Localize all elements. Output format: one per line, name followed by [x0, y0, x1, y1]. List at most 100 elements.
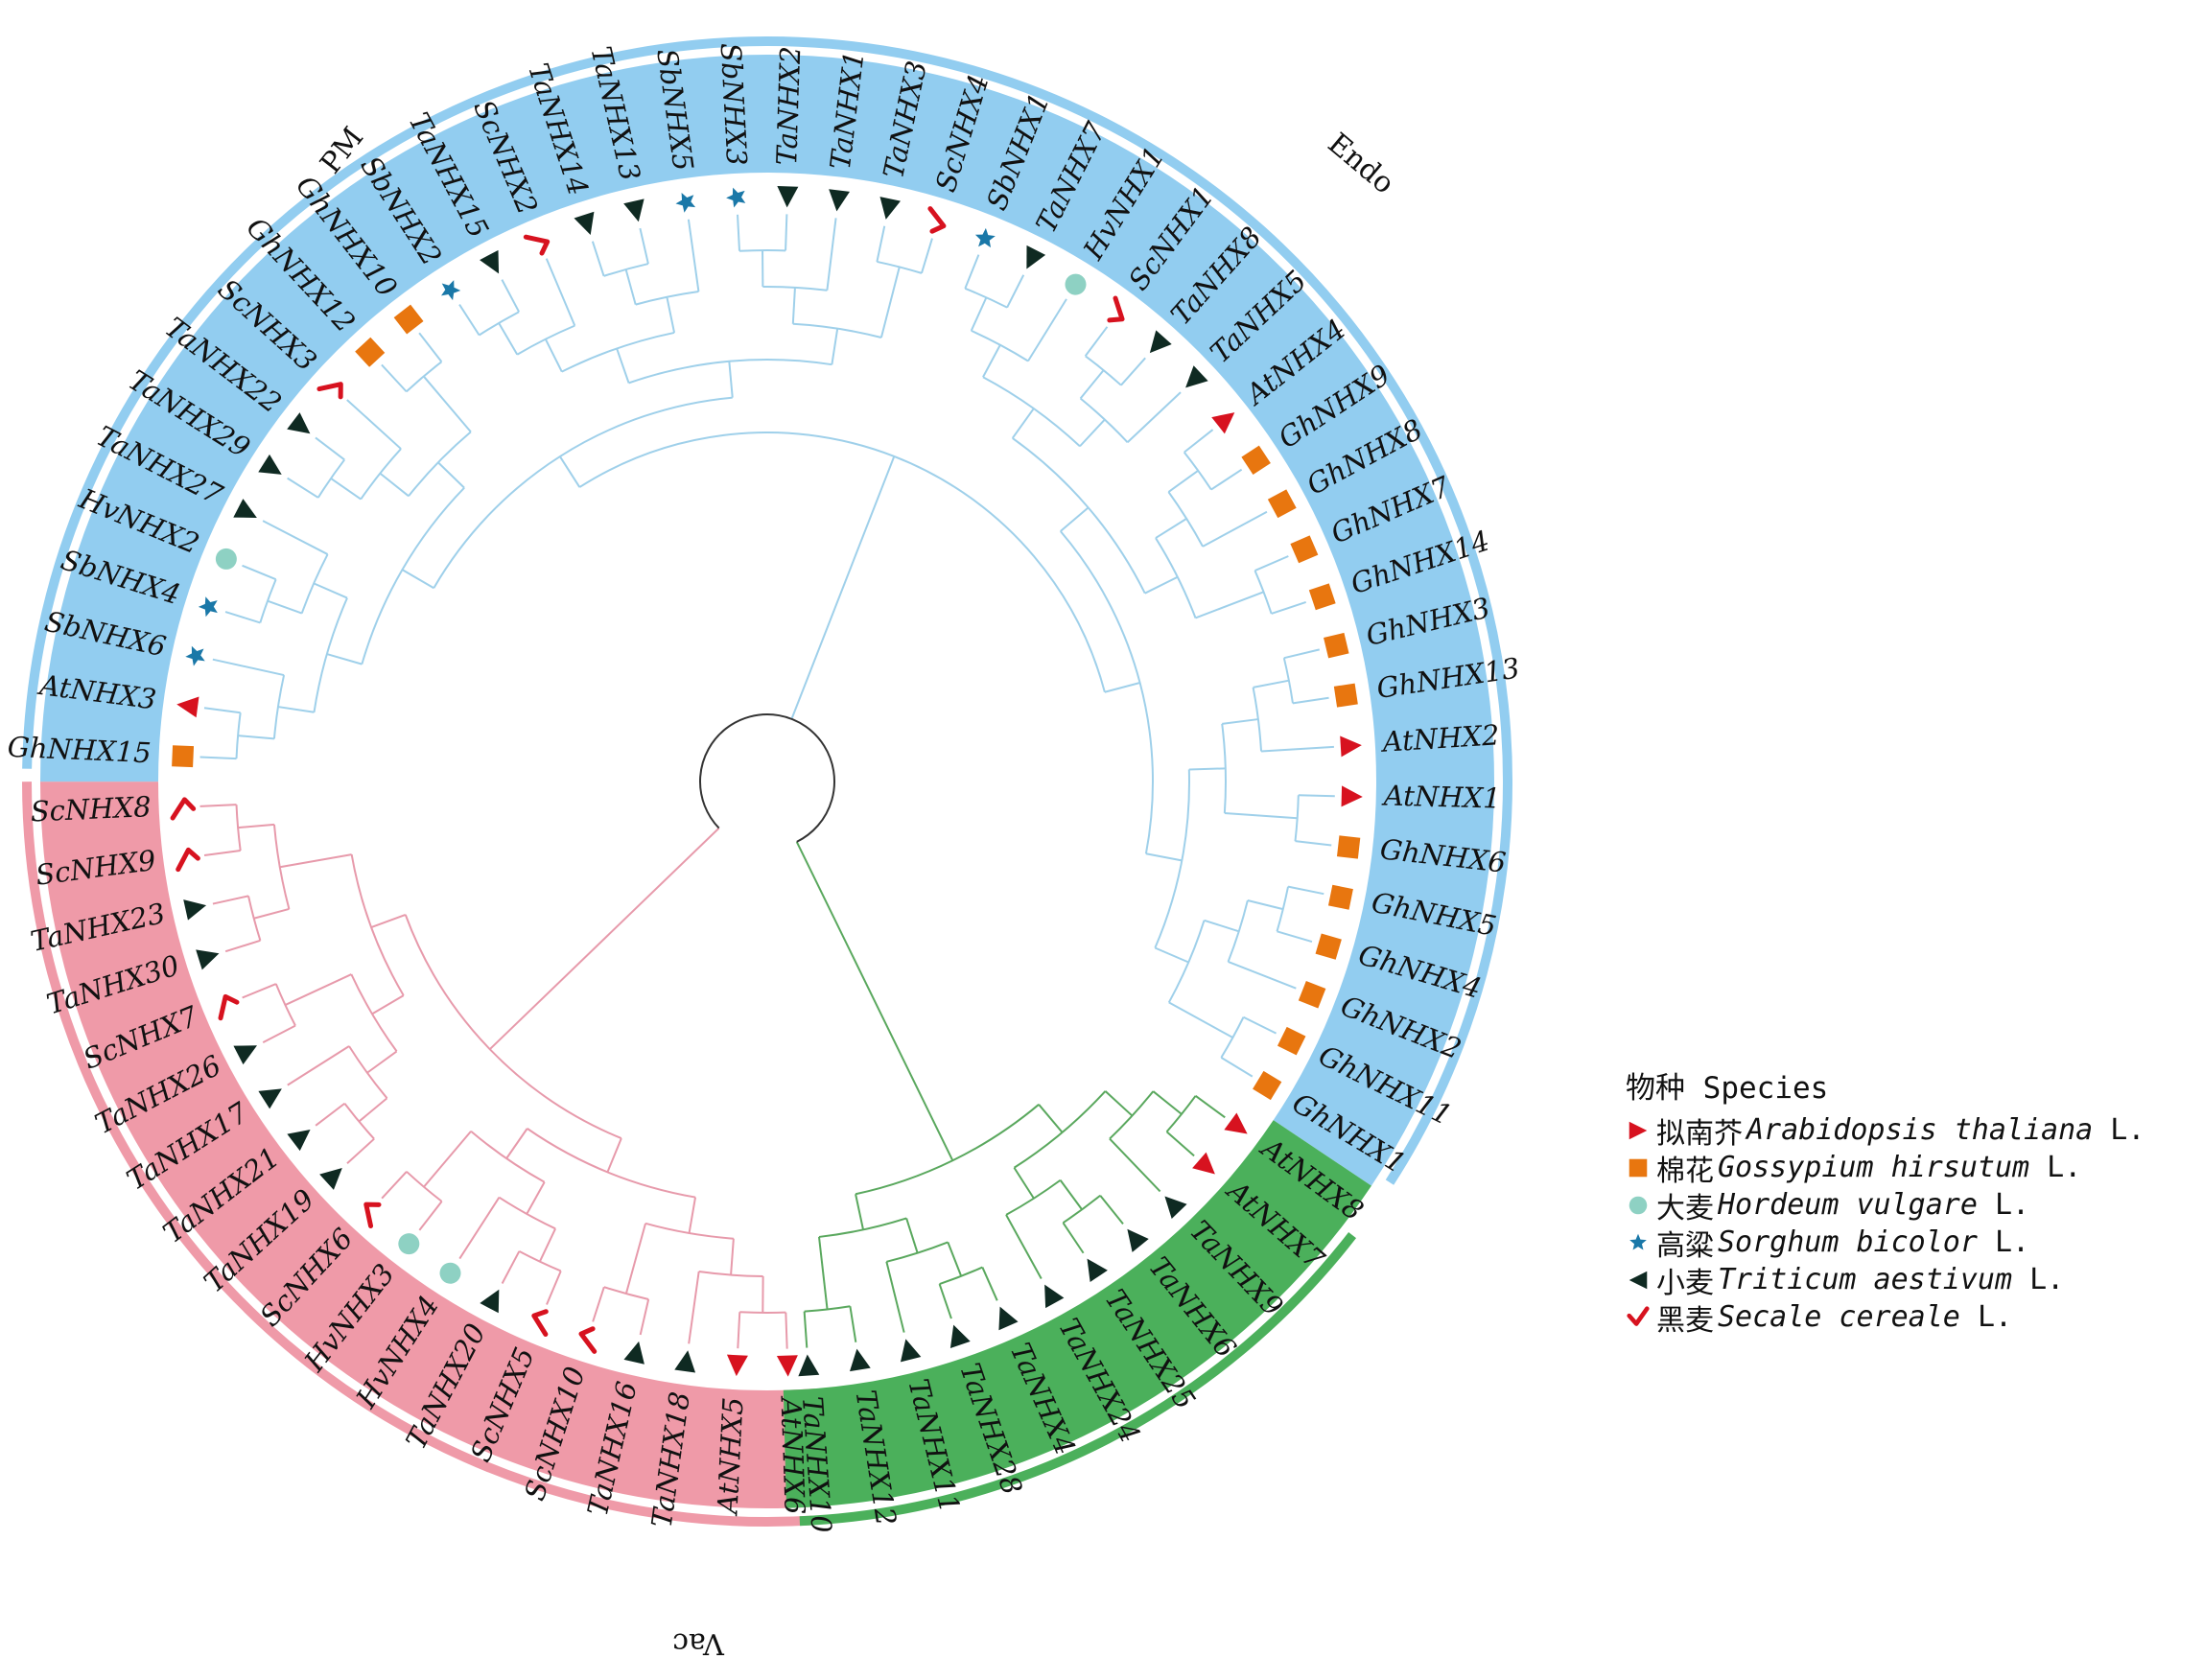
branch-arc — [1254, 570, 1273, 615]
branch — [379, 472, 410, 498]
branch — [885, 1261, 905, 1333]
branch — [203, 707, 241, 714]
branch-arc — [406, 361, 443, 393]
branch — [505, 1128, 528, 1159]
triangle-left-marker — [233, 1045, 258, 1065]
square-icon — [1629, 1158, 1648, 1177]
branch — [1228, 961, 1297, 990]
legend-authority: L. — [2029, 1263, 2065, 1296]
branch — [1165, 1131, 1195, 1157]
check-marker — [176, 847, 200, 873]
check-marker — [1107, 295, 1125, 323]
branch — [1222, 718, 1259, 725]
branch — [947, 1242, 963, 1277]
branch — [1084, 326, 1109, 357]
square-marker — [1253, 1070, 1282, 1101]
branch — [785, 1312, 788, 1349]
tip-label: AtNHX5 — [711, 1396, 749, 1517]
check-marker — [170, 797, 197, 821]
species-markers — [170, 185, 1363, 1377]
circle-marker — [439, 1262, 461, 1284]
square-marker — [1267, 489, 1297, 519]
branch-arc — [762, 286, 828, 292]
branch — [346, 399, 402, 450]
check-marker — [218, 993, 240, 1021]
circle-marker — [1629, 1196, 1648, 1214]
triangle-left-marker — [319, 1167, 342, 1190]
branch — [371, 994, 405, 1015]
star-icon — [1629, 1233, 1647, 1250]
triangle-right-marker — [176, 696, 199, 718]
branch — [422, 375, 472, 433]
branch — [315, 436, 345, 461]
branch — [1298, 794, 1335, 798]
branch — [501, 279, 520, 313]
branch-root — [790, 455, 896, 720]
branch — [1243, 1015, 1277, 1035]
branch — [855, 1194, 865, 1230]
branch — [1167, 469, 1199, 493]
triangle-left-marker — [879, 197, 901, 220]
branch-arc — [470, 1130, 546, 1183]
triangle-right-marker — [1341, 785, 1363, 807]
arc-vac — [22, 36, 1512, 1185]
triangle-left-marker — [777, 185, 799, 208]
arc-pm — [799, 1232, 1357, 1527]
branch-arc — [886, 1241, 949, 1263]
star-marker — [1629, 1233, 1647, 1250]
square-marker — [1290, 535, 1319, 564]
branch — [737, 214, 741, 251]
branch — [1292, 696, 1329, 705]
circle-marker — [398, 1233, 420, 1255]
branch — [313, 582, 348, 599]
branch — [606, 1137, 622, 1173]
branch — [559, 455, 581, 488]
triangle-right-marker — [1629, 1121, 1648, 1139]
legend-chinese-name: 高粱 — [1656, 1228, 1714, 1263]
triangle-right-marker — [1211, 412, 1235, 434]
triangle-left-marker — [1185, 365, 1208, 388]
branch — [262, 520, 329, 555]
square-marker — [1324, 632, 1349, 659]
triangle-left-marker — [674, 1350, 696, 1373]
branch — [1104, 1090, 1134, 1117]
branch — [326, 653, 363, 665]
branch — [279, 853, 352, 869]
branch — [1260, 745, 1334, 753]
star-marker — [974, 227, 996, 248]
branch — [381, 1171, 408, 1200]
legend-chinese-name: 大麦 — [1656, 1191, 1714, 1225]
check-marker — [927, 206, 947, 234]
triangle-left-marker — [623, 198, 644, 222]
branch — [1188, 767, 1226, 771]
square-marker — [1241, 445, 1271, 476]
branch — [370, 913, 407, 928]
branch — [1295, 840, 1332, 847]
group-label-vac: Vac — [672, 1626, 725, 1660]
triangle-left-marker — [1026, 245, 1046, 269]
branch-arc — [360, 448, 402, 501]
branch-arc — [1155, 537, 1197, 618]
branch — [905, 1218, 919, 1253]
legend-item-sc: 黑麦 Secale cereale L. — [1626, 1298, 2191, 1338]
triangle-left-marker — [480, 249, 500, 274]
square-marker — [393, 304, 424, 335]
branch-arc — [433, 396, 733, 589]
branch — [1144, 575, 1179, 595]
branch-arc — [348, 1045, 388, 1099]
branch — [1210, 468, 1243, 491]
branch — [826, 218, 837, 291]
branch — [688, 1197, 697, 1234]
legend-item-gh: 棉花 Gossypium hirsutum L. — [1626, 1149, 2191, 1188]
sector-pm — [783, 1120, 1371, 1508]
branch-root — [795, 841, 954, 1161]
legend-latin-name: Arabidopsis thaliana — [1746, 1113, 2094, 1147]
triangle-left-marker — [900, 1339, 922, 1363]
branch — [237, 735, 275, 740]
branch — [1059, 1179, 1083, 1210]
branch — [1154, 946, 1189, 964]
legend-latin-name: Triticum aestivum — [1718, 1263, 2013, 1296]
branch — [401, 569, 434, 590]
branch — [458, 304, 480, 337]
branch-arc — [1085, 355, 1122, 386]
